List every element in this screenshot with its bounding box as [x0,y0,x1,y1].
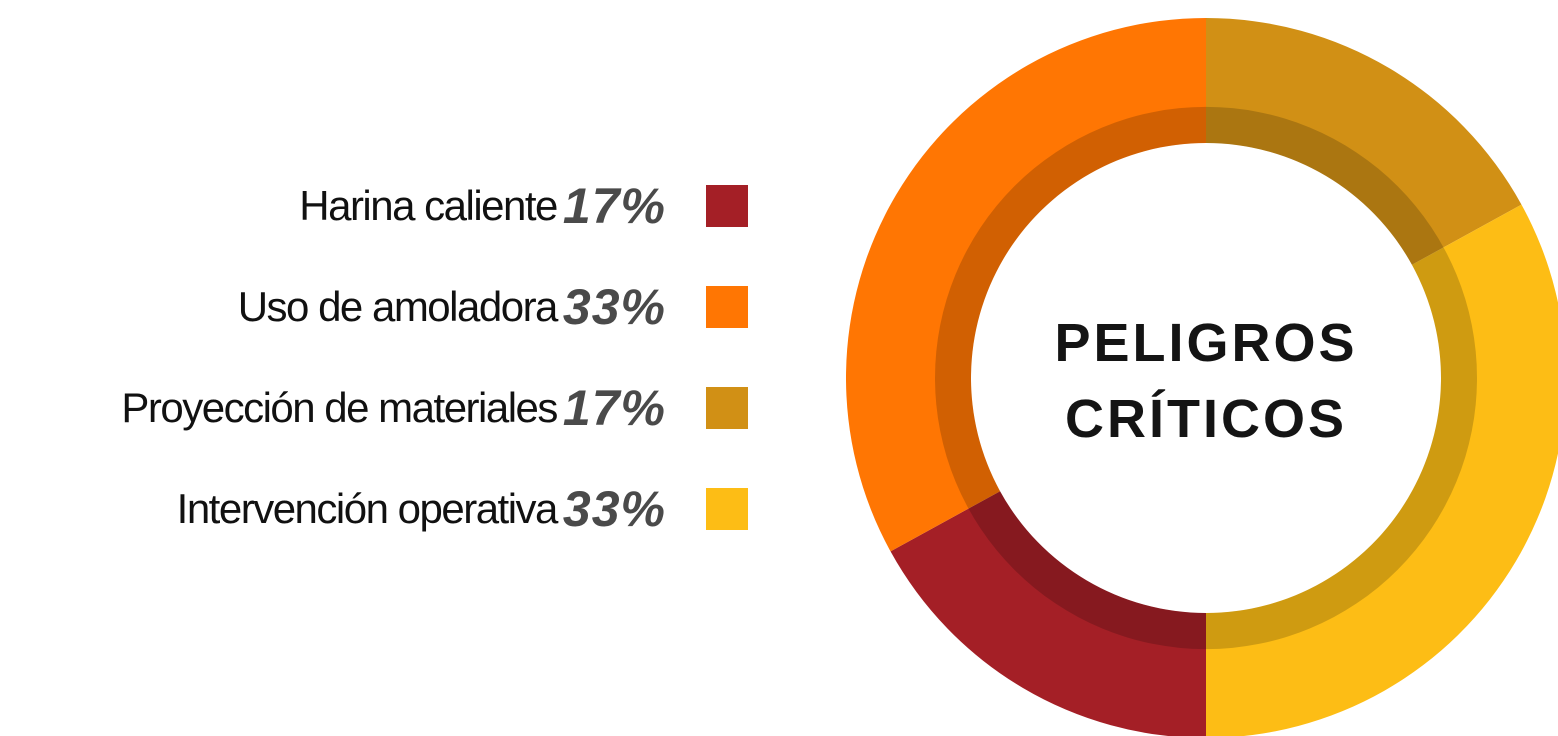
legend-label: Proyección de materiales [121,383,558,431]
legend-swatch [706,487,748,530]
legend-row: Intervención operativa 33% [177,458,748,559]
legend-swatch [706,285,748,328]
donut-segment [1206,204,1558,736]
legend-swatch [706,386,748,429]
legend-label: Intervención operativa [176,484,559,532]
legend-swatch [706,184,748,227]
donut-segment [890,491,1206,736]
legend-row: Harina caliente 17% [299,155,748,256]
legend: Harina caliente 17% Uso de amoladora 33% Pro… [0,155,748,559]
legend-row: Proyección de materiales 17% [121,357,748,458]
legend-label: Harina caliente [299,181,558,229]
donut-segment [845,18,1206,552]
legend-percent: 17% [562,379,666,436]
legend-row: Uso de amoladora 33% [238,256,748,357]
chart-title: PELIGROS CRÍTICOS [1054,313,1358,449]
legend-percent: 17% [562,177,666,234]
legend-percent: 33% [562,278,666,335]
legend-percent: 33% [562,480,666,537]
legend-label: Uso de amoladora [237,282,559,330]
donut-segment [1206,18,1522,265]
